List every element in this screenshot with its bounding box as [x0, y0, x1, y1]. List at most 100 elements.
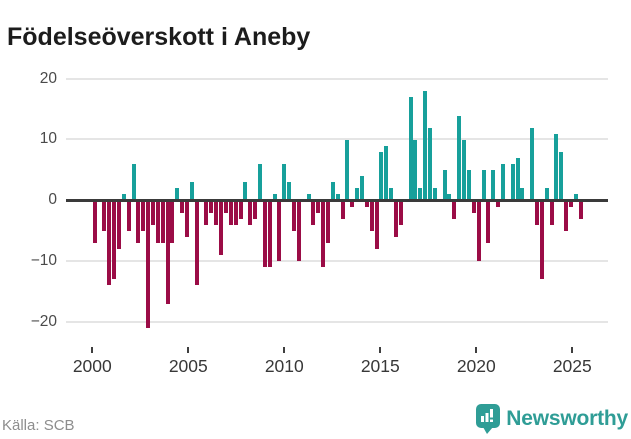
bar — [107, 200, 112, 286]
bar — [136, 200, 141, 243]
bar — [117, 200, 121, 250]
bar — [578, 200, 583, 219]
y-tick-label: 10 — [39, 130, 57, 147]
gridline-minus10 — [66, 260, 608, 262]
bar — [534, 200, 539, 225]
newsworthy-logo-icon — [476, 404, 501, 434]
gridline-minus20 — [66, 321, 608, 323]
bar — [257, 164, 262, 201]
bar — [442, 170, 447, 201]
x-tick — [283, 347, 286, 353]
bar — [170, 200, 175, 243]
bar — [466, 170, 471, 201]
bar — [189, 182, 194, 201]
bar — [321, 200, 326, 268]
x-tick-label: 2015 — [360, 356, 400, 376]
bar — [175, 188, 180, 201]
bar — [102, 200, 107, 231]
bar — [92, 200, 97, 243]
bar — [510, 164, 515, 201]
x-tick — [187, 347, 190, 353]
bar — [476, 200, 481, 262]
bar — [413, 139, 418, 201]
bar — [481, 170, 486, 201]
bar — [520, 188, 525, 201]
bar — [316, 200, 321, 213]
bar — [457, 115, 462, 201]
bar — [126, 200, 131, 231]
newsworthy-wordmark: Newsworthy — [506, 407, 628, 430]
bar — [573, 194, 578, 201]
bar — [398, 200, 403, 225]
bar — [311, 200, 316, 225]
bar — [262, 200, 267, 268]
bar — [325, 200, 330, 243]
x-tick — [571, 347, 574, 353]
bar — [219, 200, 224, 256]
bar — [141, 200, 146, 231]
gridline-20 — [66, 78, 608, 80]
bar — [282, 164, 287, 201]
zero-axis-line — [66, 199, 608, 202]
x-tick-label: 2000 — [72, 356, 112, 376]
x-tick — [475, 347, 478, 353]
bar — [248, 200, 253, 225]
bar — [389, 188, 394, 201]
bar — [180, 200, 185, 213]
y-tick-label: −10 — [30, 252, 57, 269]
bar — [306, 194, 311, 201]
bar — [568, 200, 573, 207]
bar — [364, 200, 369, 207]
bar — [500, 164, 505, 201]
bar — [253, 200, 258, 219]
bar — [185, 200, 190, 237]
bar — [121, 194, 126, 201]
chart-title: Födelseöverskott i Aneby — [7, 22, 311, 51]
bar — [486, 200, 491, 243]
bar — [515, 158, 520, 201]
bar — [335, 194, 340, 201]
bar — [228, 200, 233, 225]
bar — [146, 200, 151, 328]
x-tick-label: 2020 — [456, 356, 496, 376]
bar — [151, 200, 156, 225]
bar — [277, 200, 282, 262]
bar — [112, 200, 117, 280]
bar — [131, 164, 136, 201]
bar — [549, 200, 554, 225]
bar — [165, 200, 170, 304]
bar — [554, 133, 559, 201]
bar — [345, 139, 350, 201]
bar — [374, 200, 379, 250]
bar — [223, 200, 228, 213]
bar — [423, 91, 428, 201]
y-tick-label: 20 — [39, 70, 57, 87]
newsworthy-brand: Newsworthy — [476, 404, 628, 434]
bar — [296, 200, 301, 262]
bar — [209, 200, 214, 213]
bar — [330, 182, 335, 201]
bar — [155, 200, 160, 243]
x-tick — [91, 347, 94, 353]
bar — [428, 127, 433, 201]
bar — [559, 151, 564, 201]
bar — [496, 200, 501, 207]
bar — [544, 188, 549, 201]
bar — [360, 176, 364, 201]
bar — [432, 188, 437, 201]
bar — [160, 200, 165, 243]
bar — [471, 200, 476, 213]
bar — [233, 200, 238, 225]
bar — [214, 200, 219, 225]
bar — [369, 200, 374, 231]
bar — [447, 194, 452, 201]
source-label: Källa: SCB — [2, 417, 75, 434]
bar — [291, 200, 296, 231]
bar — [530, 127, 535, 201]
bar — [564, 200, 569, 231]
y-tick-label: 0 — [48, 191, 57, 208]
bar — [243, 182, 248, 201]
bar — [350, 200, 355, 207]
bar — [194, 200, 199, 286]
